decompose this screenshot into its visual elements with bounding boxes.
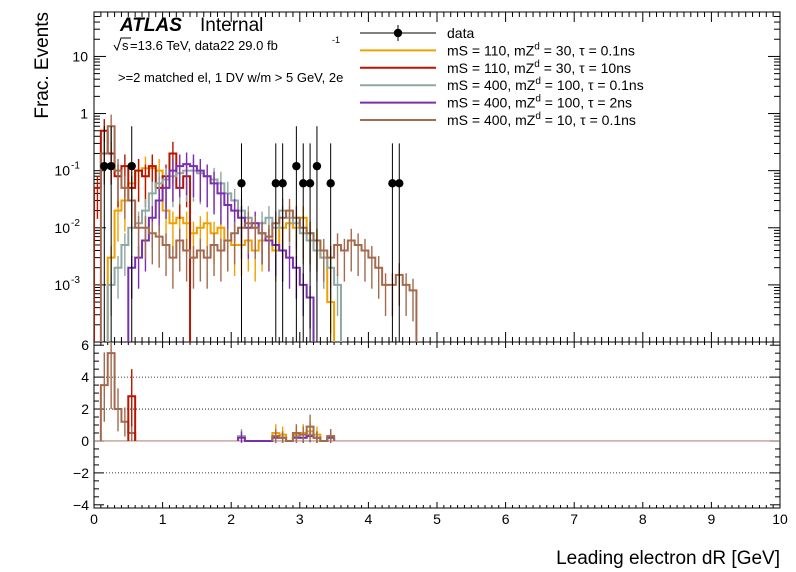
legend-entry-s2: mS = 110, mZd = 30, τ = 10ns xyxy=(360,59,631,76)
data-point xyxy=(326,143,335,342)
ratio-series-group xyxy=(99,342,336,443)
y-tick-base: 1 xyxy=(80,106,88,122)
data-point xyxy=(395,143,404,342)
x-tick-label: 6 xyxy=(502,511,510,527)
x-tick-label: 0 xyxy=(90,511,98,527)
legend-label: mS = 400, mZd = 10, τ = 0.1ns xyxy=(447,111,636,128)
x-tick-label: 8 xyxy=(639,511,647,527)
y-tick-base: 10 xyxy=(54,220,70,236)
y-tick-label: 10 xyxy=(72,48,88,64)
data-point xyxy=(299,143,308,342)
data-point xyxy=(127,126,136,342)
legend-swatch-marker xyxy=(393,28,403,38)
mc-step-line xyxy=(127,163,315,342)
legend-entry-s4: mS = 400, mZd = 100, τ = 2ns xyxy=(360,94,632,111)
data-marker xyxy=(299,179,308,188)
legend-label: mS = 110, mZd = 30, τ = 0.1ns xyxy=(447,41,635,58)
x-tick-label: 9 xyxy=(708,511,716,527)
y-tick-exponent: -2 xyxy=(71,218,80,229)
ratio-y-tick-label: 4 xyxy=(81,369,89,385)
x-tick-label: 3 xyxy=(296,511,304,527)
legend-entry-s3: mS = 400, mZd = 100, τ = 0.1ns xyxy=(360,76,644,93)
y-tick-label: 10 -1 xyxy=(54,161,80,179)
ratio-y-tick-label: −2 xyxy=(73,465,89,481)
data-marker xyxy=(100,161,109,171)
data-point xyxy=(271,143,280,342)
y-tick-exponent: -3 xyxy=(71,275,80,286)
y-tick-base: 10 xyxy=(54,277,70,293)
data-marker xyxy=(388,179,397,188)
ratio-histogram-r6 xyxy=(271,414,336,443)
data-marker xyxy=(395,179,404,188)
data-point xyxy=(237,143,246,342)
y-tick-label: 10 -2 xyxy=(54,218,80,236)
data-points-group xyxy=(100,126,404,342)
y-tick-exponent: -1 xyxy=(71,161,80,172)
data-point xyxy=(278,143,287,342)
ratio-plot-frame xyxy=(93,341,781,509)
legend-label: mS = 110, mZd = 30, τ = 10ns xyxy=(447,59,631,76)
atlas-status: Internal xyxy=(200,15,263,36)
ratio-y-tick-label: −4 xyxy=(73,497,89,513)
selection-label: >=2 matched el, 1 DV w/m > 5 GeV, 2e xyxy=(118,70,343,85)
x-tick-label: 4 xyxy=(365,511,373,527)
data-point xyxy=(100,126,109,342)
ratio-histogram-r5 xyxy=(99,342,137,441)
sqrt-s-label: s xyxy=(122,38,129,53)
legend-entry-data: data xyxy=(360,25,474,41)
mc-step-line xyxy=(99,125,418,342)
x-tick-label: 7 xyxy=(570,511,578,527)
y-tick-label: 1 xyxy=(80,106,88,122)
upper-series-group xyxy=(94,114,418,342)
data-marker xyxy=(305,179,315,188)
legend-label: data xyxy=(447,25,474,41)
data-marker xyxy=(326,179,335,188)
data-point xyxy=(106,126,116,342)
data-point xyxy=(305,143,315,342)
legend-entry-s1: mS = 110, mZd = 30, τ = 0.1ns xyxy=(360,41,635,58)
data-point xyxy=(388,143,397,342)
y-tick-base: 10 xyxy=(54,163,70,179)
data-marker xyxy=(271,179,280,188)
data-marker xyxy=(292,161,301,171)
upper-plot-frame xyxy=(93,11,781,343)
data-marker xyxy=(127,161,136,171)
ratio-step-line xyxy=(99,352,137,441)
legend-label: mS = 400, mZd = 100, τ = 0.1ns xyxy=(447,76,644,93)
x-tick-label: 10 xyxy=(772,511,788,527)
y-tick-label: 10 -3 xyxy=(54,275,80,293)
data-marker xyxy=(312,161,322,171)
ratio-histogram-r2 xyxy=(127,369,137,441)
data-marker xyxy=(106,161,116,171)
mc-histogram-s5 xyxy=(99,114,418,342)
atlas-label: ATLAS xyxy=(119,15,182,36)
ratio-y-tick-label: 6 xyxy=(81,337,89,353)
x-tick-label: 1 xyxy=(159,511,167,527)
y-tick-base: 10 xyxy=(72,48,88,64)
data-point xyxy=(292,126,301,342)
x-tick-label: 2 xyxy=(227,511,235,527)
ratio-y-tick-label: 2 xyxy=(81,401,89,417)
energy-lumi-annotation: s =13.6 TeV, data22 29.0 fb -1 xyxy=(113,35,340,53)
data-point xyxy=(312,126,322,342)
ratio-step-line xyxy=(271,425,336,442)
data-marker xyxy=(278,179,287,188)
x-axis-title: Leading electron dR [GeV] xyxy=(556,548,780,569)
energy-lumi-label: =13.6 TeV, data22 29.0 fb xyxy=(130,38,278,53)
lumi-exponent: -1 xyxy=(332,35,340,45)
ratio-y-tick-label: 0 xyxy=(81,433,89,449)
y-axis-title: Frac. Events xyxy=(32,12,53,119)
x-tick-label: 5 xyxy=(433,511,441,527)
ratio-step-line xyxy=(127,395,137,441)
lower-axes: 0 1 2 3 4 5 6 7 8 9 10 −4 −2 0 2 4 6 xyxy=(73,337,788,527)
legend-entry-s5: mS = 400, mZd = 10, τ = 0.1ns xyxy=(360,111,636,128)
data-marker xyxy=(237,179,246,188)
legend-label: mS = 400, mZd = 100, τ = 2ns xyxy=(447,94,632,111)
